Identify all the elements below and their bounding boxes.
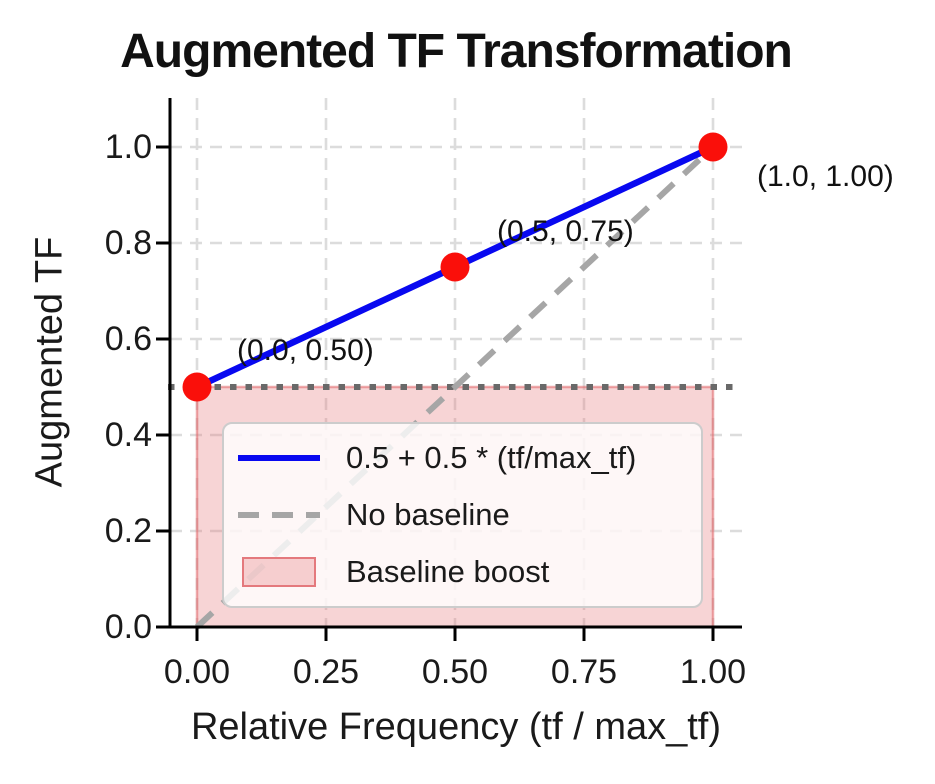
y-tick-label: 0.6: [104, 320, 152, 358]
y-tick-label: 1.0: [104, 128, 152, 166]
point-annotation: (0.0, 0.50): [237, 334, 374, 367]
legend-row: Baseline boost: [236, 544, 701, 601]
x-tick-label: 0.25: [292, 653, 360, 691]
y-tick-label: 0.4: [104, 416, 152, 454]
chart-title: Augmented TF Transformation: [120, 25, 793, 78]
legend-row: 0.5 + 0.5 * (tf/max_tf): [236, 430, 701, 487]
x-axis-label: Relative Frequency (tf / max_tf): [190, 706, 722, 748]
legend: 0.5 + 0.5 * (tf/max_tf) No baseline Baseli…: [222, 422, 703, 608]
data-point-marker: [182, 372, 212, 402]
x-tick-label: 0.50: [421, 653, 489, 691]
legend-swatch-box: [236, 512, 322, 518]
data-point-marker: [698, 132, 728, 162]
x-tick-label: 0.00: [163, 653, 231, 691]
legend-label: No baseline: [346, 497, 510, 532]
point-annotation: (0.5, 0.75): [497, 215, 634, 248]
legend-swatch-dashed-line: [238, 512, 320, 518]
point-annotation: (1.0, 1.00): [757, 160, 894, 193]
y-tick-label: 0.8: [104, 224, 152, 262]
x-tick-label: 1.00: [679, 653, 747, 691]
legend-swatch-solid-line: [238, 455, 320, 461]
legend-swatch-box: [236, 557, 322, 587]
x-tick-label: 0.75: [550, 653, 618, 691]
legend-swatch-box: [236, 455, 322, 461]
legend-row: No baseline: [236, 487, 701, 544]
legend-label: Baseline boost: [346, 554, 550, 589]
data-point-marker: [440, 252, 470, 282]
y-tick-label: 0.0: [104, 608, 152, 646]
y-tick-label: 0.2: [104, 512, 152, 550]
legend-swatch-region: [242, 557, 316, 587]
legend-label: 0.5 + 0.5 * (tf/max_tf): [346, 440, 637, 475]
